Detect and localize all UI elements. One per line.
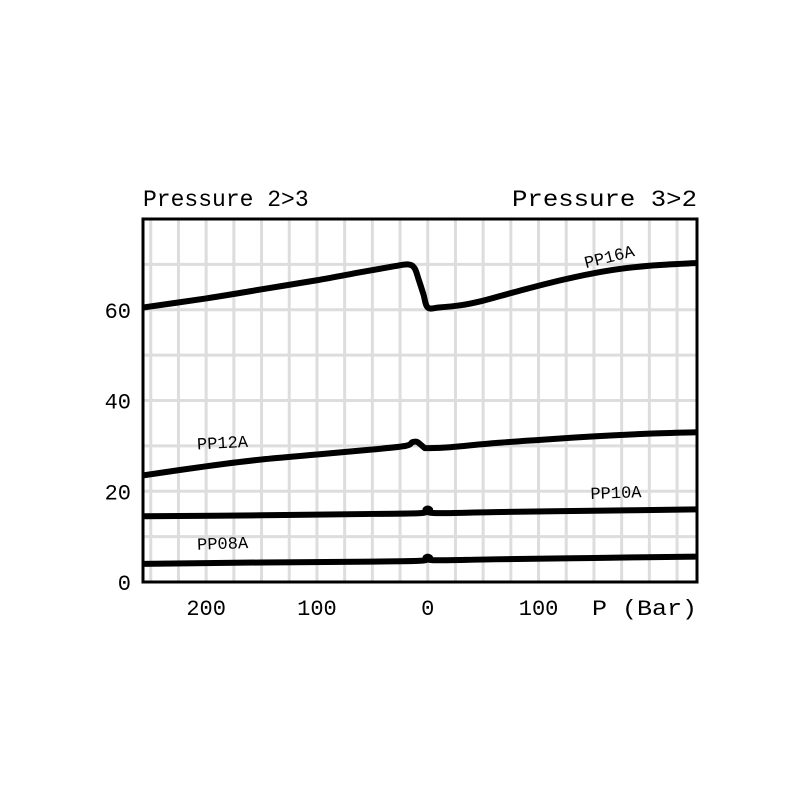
y-tick-label: 20 bbox=[105, 481, 131, 506]
y-tick-labels: 0 20 40 60 bbox=[105, 300, 131, 597]
x-tick-label: 0 bbox=[421, 597, 434, 622]
x-axis-label: P (Bar) bbox=[592, 597, 697, 622]
series-line-pp12a bbox=[143, 429, 697, 479]
header-right-label: Pressure 3>2 bbox=[512, 187, 697, 213]
plot-frame bbox=[141, 217, 699, 584]
header-left-label: Pressure 2>3 bbox=[143, 187, 309, 213]
series-lines bbox=[143, 260, 697, 567]
y-tick-label: 40 bbox=[105, 391, 131, 416]
series-label-pp10a: PP10A bbox=[590, 484, 642, 505]
x-tick-labels: 200 100 0 100 bbox=[186, 597, 558, 622]
x-tick-label: 100 bbox=[519, 597, 559, 622]
series-label-pp12a: PP12A bbox=[197, 434, 250, 456]
y-tick-label: 60 bbox=[105, 300, 131, 325]
series-label-pp08a: PP08A bbox=[197, 535, 249, 556]
series-line-pp08a bbox=[143, 553, 697, 567]
y-tick-label: 0 bbox=[118, 572, 131, 597]
grid bbox=[143, 219, 697, 582]
series-line-pp10a bbox=[143, 505, 697, 520]
series-line-pp16a bbox=[143, 260, 697, 312]
x-tick-label: 100 bbox=[297, 597, 337, 622]
x-tick-label: 200 bbox=[186, 597, 226, 622]
